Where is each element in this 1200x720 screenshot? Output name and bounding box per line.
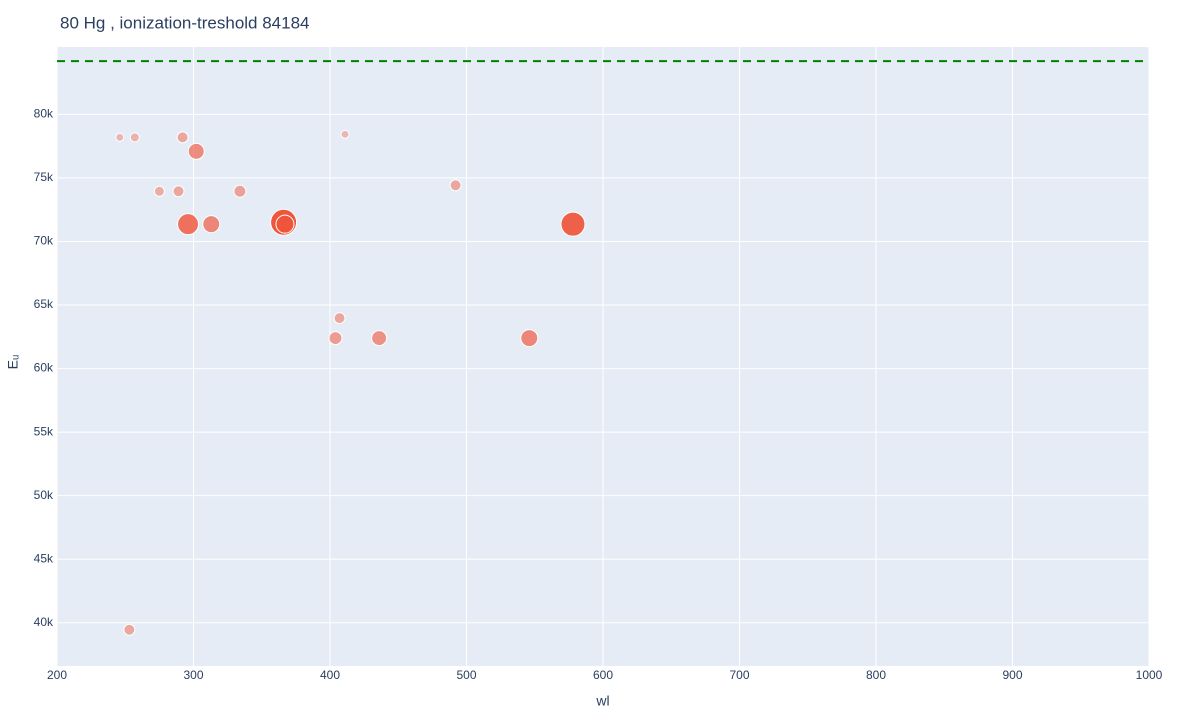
- point: [560, 211, 586, 237]
- point: [520, 329, 539, 348]
- x-tick-label: 300: [183, 668, 203, 682]
- point: [371, 330, 388, 347]
- point: [328, 331, 343, 346]
- x-tick-label: 600: [593, 668, 613, 682]
- y-tick-label: 40k: [34, 615, 54, 629]
- x-tick-label: 700: [729, 668, 749, 682]
- y-tick-label: 45k: [34, 551, 54, 565]
- y-tick-label: 55k: [34, 424, 54, 438]
- point: [233, 184, 247, 198]
- x-axis-label: wl: [595, 693, 609, 709]
- x-tick-label: 1000: [1136, 668, 1163, 682]
- y-tick-label: 70k: [34, 234, 54, 248]
- point: [177, 213, 200, 236]
- point: [123, 623, 136, 636]
- y-tick-label: 75k: [34, 170, 54, 184]
- point: [449, 179, 462, 192]
- y-tick-label: 60k: [34, 361, 54, 375]
- point: [153, 185, 165, 197]
- x-tick-label: 400: [320, 668, 340, 682]
- x-tick-label: 900: [1002, 668, 1022, 682]
- y-tick-label: 80k: [34, 107, 54, 121]
- point: [115, 132, 125, 142]
- y-tick-label: 50k: [34, 488, 54, 502]
- point: [129, 132, 140, 143]
- point: [176, 131, 189, 144]
- y-axis-label: Eᵤ: [5, 355, 21, 370]
- x-tick-label: 500: [456, 668, 476, 682]
- point: [202, 215, 221, 234]
- x-tick-label: 800: [866, 668, 886, 682]
- point: [333, 312, 346, 325]
- point: [172, 185, 185, 198]
- point: [340, 129, 350, 139]
- y-tick-label: 65k: [34, 297, 54, 311]
- chart-title: 80 Hg , ionization-treshold 84184: [60, 13, 310, 32]
- point: [187, 142, 205, 160]
- point: [275, 214, 295, 234]
- x-tick-label: 200: [47, 668, 67, 682]
